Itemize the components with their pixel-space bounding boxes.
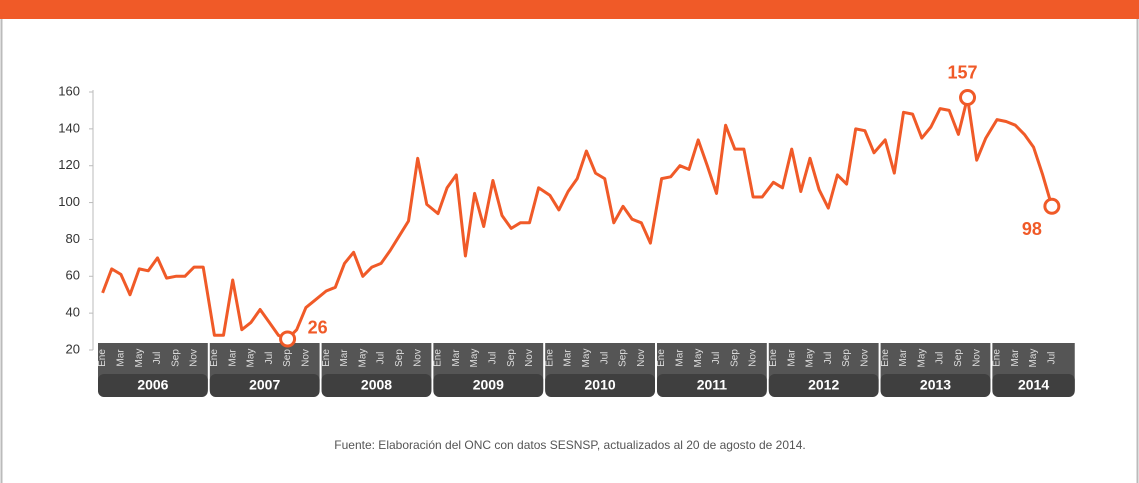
x-tick-label: Mar (786, 349, 797, 367)
x-tick-label: Nov (412, 349, 423, 367)
x-tick-label: May (469, 349, 480, 368)
x-tick-label: Nov (748, 349, 759, 367)
x-tick-label: Ene (992, 349, 1003, 367)
year-band (768, 374, 879, 397)
x-tick-label: Mar (675, 349, 686, 367)
x-tick-label: Mar (1010, 349, 1021, 367)
x-tick-label: Mar (116, 349, 127, 367)
x-tick-label: Ene (768, 349, 779, 367)
x-tick-label: Mar (227, 349, 238, 367)
y-tick-label: 20 (66, 341, 80, 356)
year-label: 2014 (1018, 377, 1049, 393)
x-tick-label: Sep (506, 349, 517, 367)
x-tick-label: Jul (1047, 352, 1058, 365)
x-tick-label: Jul (264, 352, 275, 365)
x-tick-label: Sep (618, 349, 629, 367)
x-tick-label: May (357, 349, 368, 368)
x-tick-label: May (1028, 349, 1039, 368)
x-tick-label: Mar (451, 349, 462, 367)
x-tick-label: Sep (953, 349, 964, 367)
x-tick-label: Ene (544, 349, 555, 367)
year-band (209, 374, 320, 397)
x-tick-label: May (134, 349, 145, 368)
x-tick-label: Mar (898, 349, 909, 367)
x-tick-label: Sep (729, 349, 740, 367)
x-tick-label: Nov (971, 349, 982, 367)
year-label: 2007 (249, 377, 280, 393)
year-label: 2013 (920, 377, 951, 393)
x-tick-label: Ene (321, 349, 332, 367)
x-tick-label: Ene (433, 349, 444, 367)
value-label: 157 (948, 62, 978, 82)
year-label: 2008 (361, 377, 392, 393)
x-tick-label: Nov (860, 349, 871, 367)
x-tick-label: Mar (563, 349, 574, 367)
x-tick-label: May (805, 349, 816, 368)
year-label: 2011 (697, 377, 728, 393)
y-tick-label: 120 (58, 157, 80, 172)
value-label: 26 (308, 318, 328, 338)
x-tick-label: Nov (636, 349, 647, 367)
year-band (545, 374, 655, 397)
y-tick-label: 60 (66, 268, 80, 283)
x-tick-label: Ene (97, 349, 108, 367)
data-line (101, 96, 1054, 341)
y-tick-label: 40 (66, 305, 80, 320)
y-tick-label: 160 (58, 83, 80, 98)
x-tick-label: Jul (823, 352, 834, 365)
year-label: 2010 (585, 377, 616, 393)
y-tick-label: 140 (58, 120, 80, 135)
year-band (98, 374, 208, 397)
year-band (657, 374, 767, 397)
highlight-point (279, 330, 297, 348)
x-tick-label: Nov (189, 349, 200, 367)
year-band (992, 374, 1075, 397)
x-tick-label: May (916, 349, 927, 368)
highlight-point (1043, 197, 1061, 215)
highlight-point (959, 89, 977, 107)
year-band (321, 374, 432, 397)
header-bar (0, 0, 1139, 19)
x-tick-label: Jul (935, 352, 946, 365)
y-tick-label: 80 (66, 231, 80, 246)
x-tick-label: Ene (209, 349, 220, 367)
x-tick-label: Jul (599, 352, 610, 365)
x-tick-label: Jul (488, 352, 499, 365)
x-tick-label: Sep (394, 349, 405, 367)
year-band (880, 374, 991, 397)
x-tick-label: Jul (711, 352, 722, 365)
x-tick-label: Mar (339, 349, 350, 367)
x-tick-label: Nov (524, 349, 535, 367)
x-tick-label: Sep (841, 349, 852, 367)
x-tick-label: Jul (152, 352, 163, 365)
year-band (433, 374, 544, 397)
x-tick-label: Sep (282, 349, 293, 367)
year-label: 2012 (808, 377, 839, 393)
x-tick-label: Jul (376, 352, 387, 365)
year-label: 2009 (473, 377, 504, 393)
value-label: 98 (1022, 219, 1042, 239)
x-tick-label: May (581, 349, 592, 368)
x-tick-label: May (246, 349, 257, 368)
year-label: 2006 (137, 377, 168, 393)
x-tick-label: Ene (880, 349, 891, 367)
x-tick-label: Sep (170, 349, 181, 367)
source-note: Fuente: Elaboración del ONC con datos SE… (334, 438, 805, 452)
x-tick-label: Nov (301, 349, 312, 367)
x-tick-label: May (693, 349, 704, 368)
x-tick-label: Ene (656, 349, 667, 367)
y-tick-label: 100 (58, 194, 80, 209)
